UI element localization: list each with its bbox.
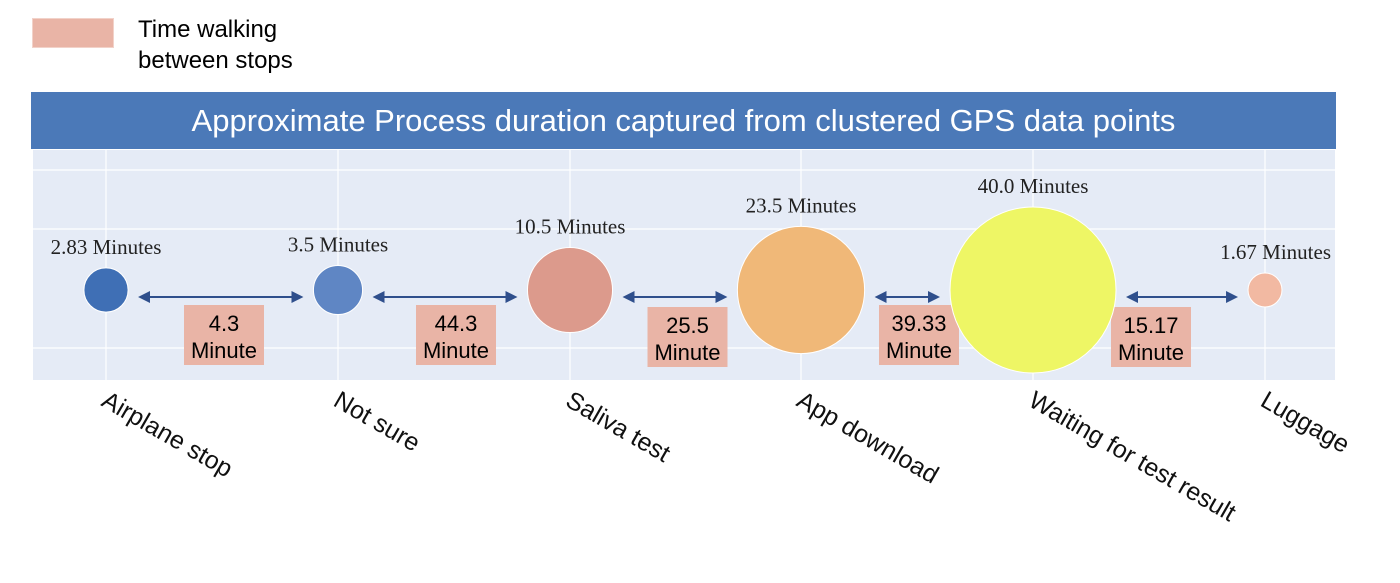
walking-time-value: 39.33 (891, 311, 946, 336)
walking-time-unit: Minute (191, 338, 257, 363)
duration-label: 3.5 Minutes (288, 232, 388, 256)
walking-time-value: 4.3 (209, 311, 240, 336)
category-tick-label: Airplane stop (97, 386, 237, 483)
category-tick-label: Luggage (1256, 386, 1354, 459)
walking-time-label-box (879, 305, 959, 365)
category-tick-label: App download (792, 386, 943, 489)
chart-title-banner: Approximate Process duration captured fr… (31, 92, 1336, 149)
walking-time-label-box (416, 305, 496, 365)
walking-time-unit: Minute (654, 340, 720, 365)
legend: Time walking between stops (32, 12, 352, 76)
category-tick-label: Not sure (329, 386, 425, 457)
legend-label: Time walking between stops (138, 14, 293, 76)
duration-label: 40.0 Minutes (978, 174, 1089, 198)
chart-title: Approximate Process duration captured fr… (191, 103, 1176, 138)
walking-time-unit: Minute (423, 338, 489, 363)
walking-time-label-box (184, 305, 264, 365)
walking-time-value: 25.5 (666, 313, 709, 338)
walking-time-unit: Minute (886, 338, 952, 363)
legend-swatch (32, 18, 114, 48)
category-tick-label: Saliva test (561, 386, 675, 468)
duration-bubble (526, 246, 614, 334)
duration-label: 1.67 Minutes (1220, 240, 1331, 264)
legend-label-line2: between stops (138, 47, 293, 74)
walking-time-label-box (1111, 307, 1191, 367)
legend-label-line1: Time walking (138, 16, 278, 43)
duration-label: 2.83 Minutes (51, 235, 162, 259)
duration-bubble (1247, 272, 1283, 308)
walking-time-value: 15.17 (1123, 313, 1178, 338)
walking-time-label-box (647, 307, 728, 367)
duration-bubble (312, 264, 364, 316)
duration-label: 23.5 Minutes (746, 193, 857, 217)
duration-bubble (83, 267, 129, 313)
walking-time-value: 44.3 (435, 311, 478, 336)
category-tick-label: Waiting for test result (1024, 386, 1241, 527)
duration-label: 10.5 Minutes (515, 214, 626, 238)
walking-time-unit: Minute (1118, 340, 1184, 365)
duration-bubble (949, 206, 1117, 374)
duration-bubble (736, 225, 866, 355)
